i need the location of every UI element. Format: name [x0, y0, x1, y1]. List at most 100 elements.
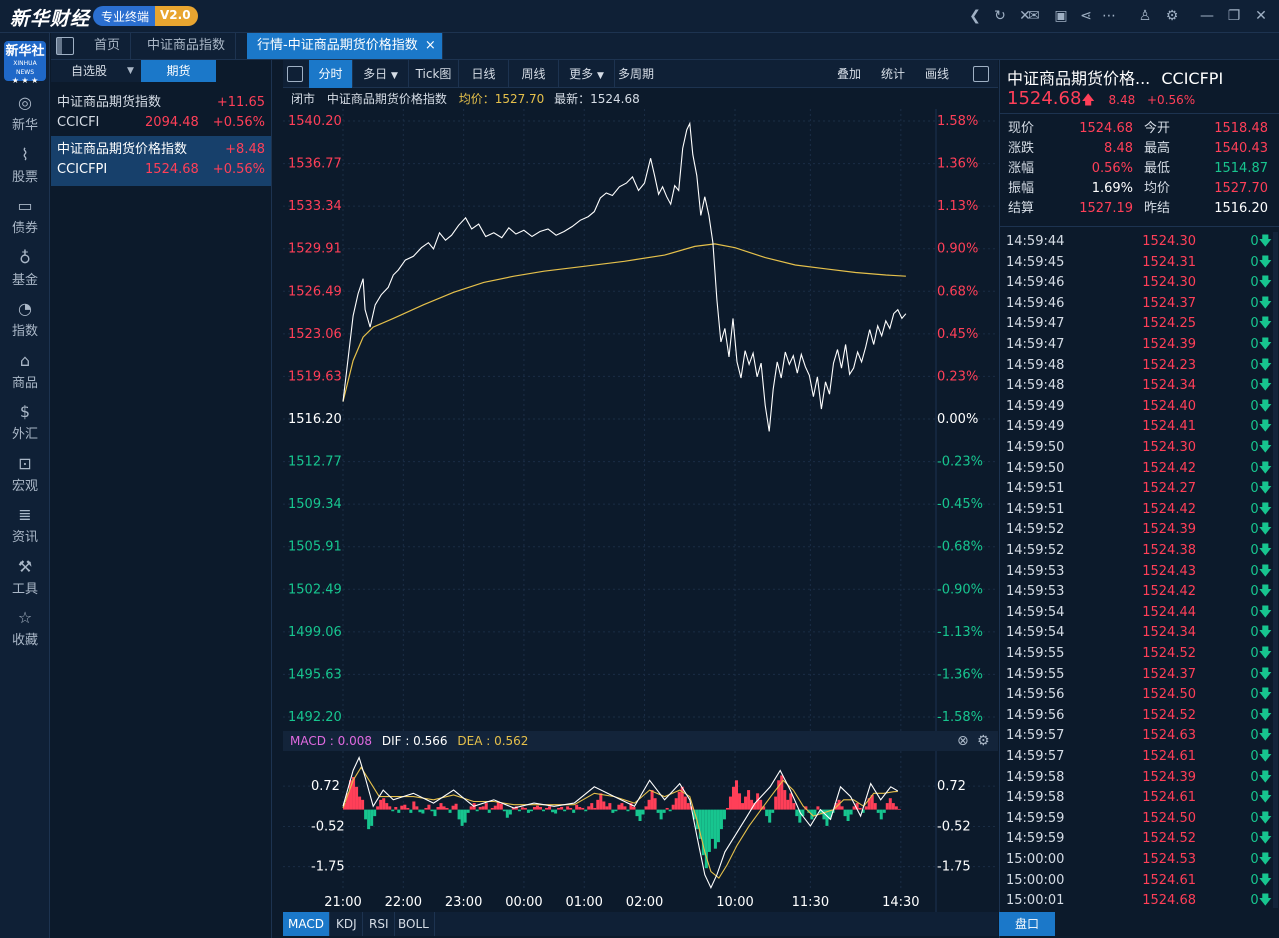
indicator-settings-icon[interactable]: ⚙: [977, 733, 990, 749]
period-more[interactable]: 更多 ▼: [559, 60, 615, 88]
macd-bar: [659, 809, 663, 820]
macd-bar: [780, 775, 784, 810]
y-tick-label: 1505.91: [288, 540, 342, 555]
dropdown-caret-icon[interactable]: ▼: [127, 60, 141, 82]
statistics-button[interactable]: 统计: [880, 67, 905, 81]
minimize-icon[interactable]: —: [1200, 8, 1214, 24]
mail-icon[interactable]: ✉: [1028, 8, 1040, 24]
share-icon[interactable]: ⋖: [1080, 8, 1092, 24]
close-icon[interactable]: ✕: [1255, 8, 1267, 24]
indicator-tab-boll[interactable]: BOLL: [393, 912, 435, 936]
nav-item-7[interactable]: $ 外汇: [0, 401, 50, 442]
x-icon[interactable]: ✕: [1019, 8, 1031, 24]
pct-tick-label: 1.58%: [937, 114, 978, 129]
nav-item-3[interactable]: ▭ 债券: [0, 195, 50, 236]
macd-bar: [885, 803, 889, 810]
macd-bar: [385, 803, 389, 810]
nav-item-2[interactable]: ⌇ 股票: [0, 144, 50, 185]
period-intraday[interactable]: 分时: [309, 60, 353, 88]
tab-self-selected[interactable]: 自选股: [51, 60, 127, 82]
settings-icon[interactable]: ⚙: [1165, 8, 1179, 24]
quote-title: 中证商品期货价格... CCICFPI: [1007, 65, 1223, 89]
tick-row: 14:59:47 1524.25 0🡇: [1006, 314, 1272, 335]
more-icon[interactable]: ⋯: [1102, 8, 1116, 24]
macd-bar: [367, 809, 371, 830]
y-tick-label: 1502.49: [288, 582, 342, 597]
tab-futures[interactable]: 期货: [141, 60, 216, 82]
nav-item-9[interactable]: ≣ 资讯: [0, 504, 50, 545]
dif-line: [342, 755, 899, 890]
macd-y-tick: -0.52: [311, 820, 345, 835]
tab-home[interactable]: 首页: [84, 33, 132, 59]
macd-bar: [728, 796, 732, 810]
nav-item-6[interactable]: ⌂ 商品: [0, 350, 50, 391]
macd-bar: [641, 809, 645, 815]
sidebar-toggle-icon[interactable]: [56, 37, 74, 55]
pankou-tab[interactable]: 盘口: [999, 912, 1055, 936]
refresh-icon[interactable]: ↻: [994, 8, 1006, 24]
tick-volume: 0🡇: [1196, 417, 1272, 438]
close-indicator-icon[interactable]: ⊗: [957, 733, 969, 749]
period-multi-cycle[interactable]: 多周期: [617, 67, 654, 81]
tick-volume: 0🡇: [1196, 809, 1272, 830]
period-multi-day[interactable]: 多日 ▼: [353, 60, 409, 88]
message-icon[interactable]: ▣: [1054, 8, 1068, 24]
tick-row: 14:59:49 1524.41 0🡇: [1006, 417, 1272, 438]
macd-bar: [897, 808, 901, 810]
watch-item-ccicfi[interactable]: 中证商品期货指数 +11.65 CCICFI 2094.48 +0.56%: [51, 89, 271, 139]
macd-bar: [421, 809, 425, 814]
y-tick-label: 1529.91: [288, 242, 342, 257]
tick-time: 14:59:58: [1006, 769, 1065, 785]
macd-bar: [554, 809, 558, 814]
tick-volume-value: 0: [1250, 893, 1259, 909]
down-arrow-icon: 🡇: [1258, 543, 1272, 558]
period-daily[interactable]: 日线: [459, 60, 509, 88]
macd-bar: [448, 809, 452, 813]
indicator-tab-rsi[interactable]: RSI: [364, 912, 395, 936]
nav-item-4[interactable]: ♁ 基金: [0, 247, 50, 288]
nav-logo-sub: XINHUA NEWS: [13, 60, 37, 76]
down-arrow-icon: 🡇: [1258, 790, 1272, 806]
draw-line-button[interactable]: 画线: [924, 67, 949, 81]
down-arrow-icon: 🡇: [1258, 872, 1272, 888]
skin-icon[interactable]: ♙: [1138, 8, 1152, 24]
tick-scrollbar[interactable]: [1273, 232, 1278, 908]
field-label: 均价: [1144, 181, 1171, 196]
watch-item-ccicfpi[interactable]: 中证商品期货价格指数 +8.48 CCICFPI 1524.68 +0.56%: [51, 136, 271, 186]
tick-volume: 0🡇: [1196, 438, 1272, 459]
nav-item-11[interactable]: ☆ 收藏: [0, 607, 50, 648]
field-label: 振幅: [1008, 181, 1035, 196]
tab-close-icon[interactable]: ×: [424, 38, 436, 53]
down-arrow-icon: 🡇: [1258, 378, 1272, 394]
watch-item-change: +11.65: [216, 95, 265, 110]
indicator-tab-kdj[interactable]: KDJ: [331, 912, 363, 936]
macd-bar: [505, 809, 509, 818]
period-tick[interactable]: Tick图: [409, 60, 459, 88]
left-nav: [0, 33, 50, 938]
panel-toggle-icon[interactable]: [287, 66, 303, 82]
xinhua-logo[interactable]: 新华社 XINHUA NEWS ★ ★ ★: [4, 41, 46, 85]
restore-icon[interactable]: ❐: [1227, 8, 1241, 24]
macd-y-tick: 0.72: [311, 779, 340, 794]
tick-price: 1524.30: [1142, 440, 1196, 455]
tick-time: 14:59:46: [1006, 295, 1065, 311]
macd-bar: [783, 790, 787, 810]
nav-item-10[interactable]: ⚒ 工具: [0, 556, 50, 597]
overlay-button[interactable]: 叠加: [836, 67, 861, 81]
side-panel-toggle-icon[interactable]: [973, 66, 989, 82]
nav-item-8[interactable]: ⊡ 宏观: [0, 453, 50, 494]
tab-quote-active[interactable]: 行情-中证商品期货价格指数 ×: [247, 33, 443, 59]
tick-time: 14:59:59: [1006, 810, 1065, 826]
nav-item-5[interactable]: ◔ 指数: [0, 298, 50, 339]
macd-bar: [572, 809, 576, 813]
nav-item-1[interactable]: ◎ 新华: [0, 92, 50, 133]
macd-bar: [397, 809, 401, 813]
tab-commodity-index[interactable]: 中证商品指数: [137, 33, 237, 59]
y-tick-label: 1526.49: [288, 284, 342, 299]
period-weekly[interactable]: 周线: [509, 60, 559, 88]
favorites-icon: ☆: [17, 608, 33, 627]
indicator-tab-macd[interactable]: MACD: [283, 912, 330, 936]
pct-tick-label: 0.23%: [937, 369, 978, 384]
back-icon[interactable]: ❮: [969, 8, 981, 24]
macd-bar: [710, 809, 714, 839]
